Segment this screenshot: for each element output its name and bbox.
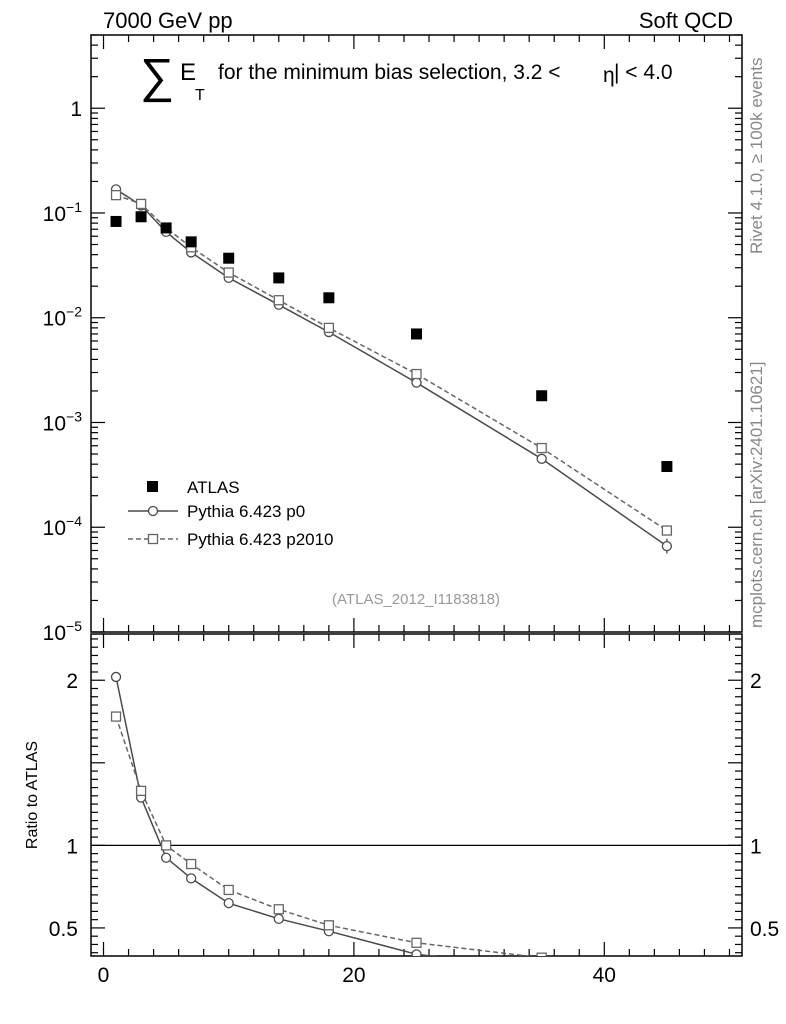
title-sum-symbol: ∑ <box>140 50 174 103</box>
main-ytick-label: 10−2 <box>43 304 83 331</box>
ratio-point-p2010 <box>223 884 234 896</box>
ratio-ytick-label-right: 1 <box>750 835 762 858</box>
ratio-point-p2010 <box>323 920 335 931</box>
point-p0 <box>411 377 422 388</box>
legend-marker-atlas <box>147 481 158 492</box>
main-ytick-label-base: 10 <box>43 622 66 645</box>
main-ytick-label-base: 10 <box>43 203 66 226</box>
ratio-ytick-label-left: 1 <box>66 835 78 858</box>
ratio-axes: 2 2 1 1 0.5 0.5 <box>49 638 779 954</box>
plot-title: ∑ E T for the minimum bias selection, 3.… <box>140 50 673 104</box>
series-line-p2010 <box>115 194 668 532</box>
mcplots-label: mcplots.cern.ch [arXiv:2401.10621] <box>747 362 766 628</box>
point-atlas <box>323 292 335 304</box>
ratio-point-p0 <box>223 898 234 909</box>
legend-label-p0: Pythia 6.423 p0 <box>187 502 305 521</box>
xtick-label: 20 <box>342 964 365 987</box>
ratio-point-p2010 <box>135 785 147 797</box>
main-ytick-label: 10−4 <box>43 513 83 540</box>
title-rest: for the minimum bias selection, 3.2 < <box>218 61 561 84</box>
title-eta: η <box>603 64 615 87</box>
main-ytick-label-exp: −1 <box>66 199 82 215</box>
ratio-point-p0 <box>186 873 197 884</box>
point-atlas <box>160 222 172 234</box>
point-atlas <box>273 272 285 284</box>
point-atlas <box>135 211 147 223</box>
legend: ATLAS Pythia 6.423 p0 Pythia 6.423 p2010 <box>128 478 334 549</box>
xtick-label: 40 <box>593 964 616 987</box>
ratio-point-p0 <box>273 913 284 924</box>
header-process-label: Soft QCD <box>639 8 733 33</box>
point-p2010 <box>411 368 422 380</box>
header-beam-label: 7000 GeV pp <box>103 8 233 33</box>
ratio-point-p2010 <box>160 840 172 851</box>
point-p2010 <box>661 525 673 536</box>
ratio-point-p2010 <box>273 904 284 915</box>
point-atlas <box>536 390 548 402</box>
ratio-panel-frame <box>90 633 743 957</box>
ratio-point-p2010 <box>110 711 122 722</box>
main-ytick-label-base: 10 <box>43 517 66 540</box>
main-ytick-label-exp: −2 <box>66 304 82 320</box>
rivet-label: Rivet 4.1.0, ≥ 100k events <box>747 58 766 254</box>
point-p0 <box>536 453 547 464</box>
point-atlas <box>661 461 673 473</box>
main-ytick-label-exp: −4 <box>66 513 82 529</box>
ratio-line-p2010 <box>115 716 534 956</box>
ratio-point-p2010 <box>536 952 547 956</box>
ratio-ytick-label-right: 2 <box>750 670 762 693</box>
point-p2010 <box>223 267 234 278</box>
legend-label-atlas: ATLAS <box>187 478 240 497</box>
point-p2010 <box>135 198 147 210</box>
analysis-label: (ATLAS_2012_I1183818) <box>332 591 500 608</box>
point-p2010 <box>323 322 335 334</box>
ratio-ytick-label-right: 0.5 <box>750 918 779 941</box>
main-ytick-label: 10−1 <box>43 199 83 226</box>
ratio-ytick-label-left: 0.5 <box>49 918 78 941</box>
point-atlas <box>223 252 235 264</box>
main-series <box>110 184 673 554</box>
series-line-p0 <box>115 188 668 547</box>
main-axes: 110−110−210−310−410−5 <box>43 34 742 645</box>
ratio-point-p0 <box>662 978 671 987</box>
main-ytick-label-exp: −5 <box>66 618 82 634</box>
point-p2010 <box>110 189 122 201</box>
ratio-ylabel: Ratio to ATLAS <box>24 741 41 849</box>
legend-marker-p2010 <box>147 533 159 545</box>
ratio-point-p0 <box>411 949 422 956</box>
ratio-ytick-label-left: 2 <box>66 670 78 693</box>
legend-label-p2010: Pythia 6.423 p2010 <box>187 530 334 549</box>
ratio-point-p0 <box>537 965 546 974</box>
ratio-series <box>110 671 671 987</box>
point-p2010 <box>536 442 547 454</box>
main-ytick-label: 1 <box>70 98 82 121</box>
ratio-line-p0 <box>115 676 438 956</box>
main-ytick-label: 10−5 <box>43 618 83 645</box>
main-ytick-label-base: 10 <box>43 412 66 435</box>
ratio-point-p2010 <box>662 966 671 975</box>
main-ytick-label-base: 10 <box>43 308 66 331</box>
xtick-label: 0 <box>98 964 110 987</box>
legend-marker-p0 <box>147 505 159 517</box>
main-ytick-label-exp: −3 <box>66 408 82 424</box>
title-sub-t: T <box>195 87 205 104</box>
ratio-point-p0 <box>160 852 172 863</box>
point-p2010 <box>273 295 284 306</box>
point-atlas <box>185 236 197 248</box>
ratio-point-p2010 <box>411 937 422 948</box>
x-axis: 0 20 40 <box>98 35 731 987</box>
ratio-point-p2010 <box>186 858 197 870</box>
point-atlas <box>110 215 122 227</box>
title-tail: | < 4.0 <box>614 61 673 84</box>
point-atlas <box>411 328 422 340</box>
main-ytick-label: 10−3 <box>43 408 83 435</box>
ratio-point-p0 <box>110 671 122 683</box>
title-e: E <box>180 59 196 86</box>
point-p0 <box>661 540 673 552</box>
